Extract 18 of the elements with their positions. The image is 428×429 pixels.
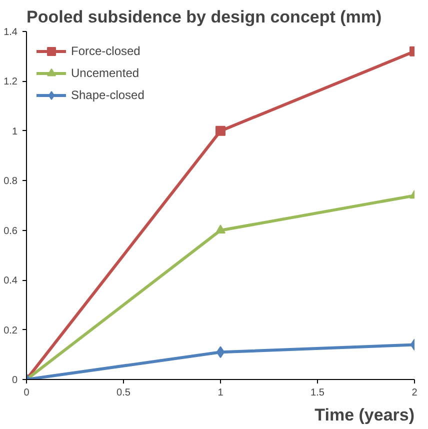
y-tick-label: 0.4 bbox=[4, 276, 18, 287]
chart-title: Pooled subsidence by design concept (mm) bbox=[26, 8, 382, 26]
legend-label: Shape-closed bbox=[71, 88, 144, 102]
x-tick-label: 2 bbox=[412, 388, 418, 398]
x-tick-label: 0 bbox=[24, 388, 30, 398]
x-tick-label: 1.5 bbox=[310, 388, 325, 398]
y-tick-label: 0 bbox=[12, 375, 18, 386]
x-tick-label: 0.5 bbox=[116, 388, 131, 398]
y-tick-label: 1 bbox=[12, 126, 18, 138]
y-tick-label: 0.6 bbox=[4, 226, 18, 237]
y-tick-label: 1.2 bbox=[4, 76, 18, 88]
y-tick-label: 0.2 bbox=[4, 325, 18, 336]
legend-label: Uncemented bbox=[71, 66, 140, 80]
x-axis-title: Time (years) bbox=[314, 406, 415, 424]
x-tick-label: 1 bbox=[218, 388, 224, 398]
y-tick-label: 0.8 bbox=[4, 176, 18, 188]
legend-label: Force-closed bbox=[71, 44, 140, 58]
y-tick-label: 1.4 bbox=[4, 27, 18, 38]
